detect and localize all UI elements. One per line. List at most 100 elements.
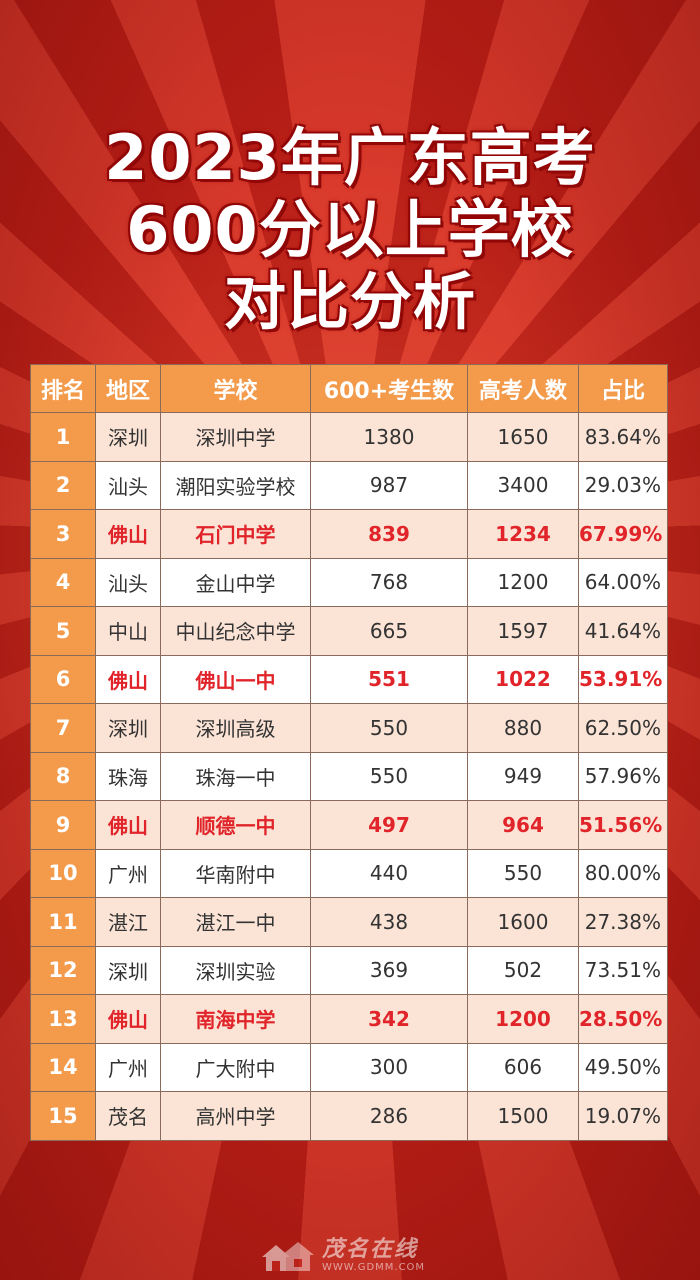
cell-total: 1234 xyxy=(467,509,579,559)
table-row: 14 广州 广大附中 300 606 49.50% xyxy=(30,1042,668,1092)
watermark-url: WWW.GDMM.COM xyxy=(322,1262,426,1273)
cell-region: 汕头 xyxy=(95,557,161,607)
table-body: 1 深圳 深圳中学 1380 1650 83.64% 2 汕头 潮阳实验学校 987 3400 29.… xyxy=(30,412,668,1141)
cell-school: 金山中学 xyxy=(160,557,311,607)
cell-rank: 14 xyxy=(30,1042,96,1092)
cell-ratio: 29.03% xyxy=(578,460,668,510)
cell-total: 1022 xyxy=(467,654,579,704)
table-row: 9 佛山 顺德一中 497 964 51.56% xyxy=(30,800,668,850)
cell-region: 汕头 xyxy=(95,460,161,510)
cell-total: 550 xyxy=(467,848,579,898)
cell-school: 佛山一中 xyxy=(160,654,311,704)
cell-region: 珠海 xyxy=(95,751,161,801)
cell-ratio: 41.64% xyxy=(578,606,668,656)
ranking-table-container: 排名 地区 学校 600+考生数 高考人数 占比 1 深圳 深圳中学 1380 1650… xyxy=(30,364,668,1141)
cell-total: 1650 xyxy=(467,412,579,462)
cell-count600: 839 xyxy=(310,509,468,559)
cell-rank: 2 xyxy=(30,460,96,510)
cell-rank: 9 xyxy=(30,800,96,850)
cell-count600: 369 xyxy=(310,945,468,995)
header-count600: 600+考生数 xyxy=(310,364,468,413)
cell-count600: 342 xyxy=(310,994,468,1044)
header-total: 高考人数 xyxy=(467,364,579,413)
cell-ratio: 51.56% xyxy=(578,800,668,850)
cell-region: 广州 xyxy=(95,1042,161,1092)
page-title: 2023年广东高考 600分以上学校 对比分析 xyxy=(0,122,700,338)
cell-count600: 440 xyxy=(310,848,468,898)
cell-count600: 438 xyxy=(310,897,468,947)
cell-ratio: 83.64% xyxy=(578,412,668,462)
cell-rank: 5 xyxy=(30,606,96,656)
header-school: 学校 xyxy=(160,364,311,413)
cell-ratio: 64.00% xyxy=(578,557,668,607)
cell-count600: 987 xyxy=(310,460,468,510)
cell-school: 中山纪念中学 xyxy=(160,606,311,656)
cell-ratio: 73.51% xyxy=(578,945,668,995)
table-header-row: 排名 地区 学校 600+考生数 高考人数 占比 xyxy=(30,364,668,413)
cell-ratio: 53.91% xyxy=(578,654,668,704)
header-rank: 排名 xyxy=(30,364,96,413)
cell-school: 顺德一中 xyxy=(160,800,311,850)
title-line-1: 2023年广东高考 xyxy=(104,121,596,194)
table-row: 4 汕头 金山中学 768 1200 64.00% xyxy=(30,557,668,607)
table-row: 2 汕头 潮阳实验学校 987 3400 29.03% xyxy=(30,460,668,510)
table-row: 15 茂名 高州中学 286 1500 19.07% xyxy=(30,1091,668,1141)
cell-total: 1600 xyxy=(467,897,579,947)
cell-ratio: 57.96% xyxy=(578,751,668,801)
cell-rank: 13 xyxy=(30,994,96,1044)
cell-total: 1200 xyxy=(467,557,579,607)
cell-region: 佛山 xyxy=(95,509,161,559)
cell-ratio: 62.50% xyxy=(578,703,668,753)
cell-rank: 4 xyxy=(30,557,96,607)
cell-school: 深圳中学 xyxy=(160,412,311,462)
title-line-2: 600分以上学校 xyxy=(126,193,574,266)
cell-ratio: 28.50% xyxy=(578,994,668,1044)
cell-rank: 10 xyxy=(30,848,96,898)
cell-total: 502 xyxy=(467,945,579,995)
cell-total: 606 xyxy=(467,1042,579,1092)
cell-region: 深圳 xyxy=(95,703,161,753)
table-row: 10 广州 华南附中 440 550 80.00% xyxy=(30,848,668,898)
cell-ratio: 80.00% xyxy=(578,848,668,898)
cell-rank: 6 xyxy=(30,654,96,704)
cell-count600: 665 xyxy=(310,606,468,656)
cell-school: 高州中学 xyxy=(160,1091,311,1141)
cell-school: 潮阳实验学校 xyxy=(160,460,311,510)
cell-rank: 7 xyxy=(30,703,96,753)
cell-region: 湛江 xyxy=(95,897,161,947)
cell-total: 964 xyxy=(467,800,579,850)
cell-count600: 497 xyxy=(310,800,468,850)
cell-rank: 12 xyxy=(30,945,96,995)
house-logo-icon xyxy=(262,1242,314,1271)
cell-total: 3400 xyxy=(467,460,579,510)
table-row: 1 深圳 深圳中学 1380 1650 83.64% xyxy=(30,412,668,462)
cell-region: 深圳 xyxy=(95,945,161,995)
cell-school: 珠海一中 xyxy=(160,751,311,801)
cell-region: 广州 xyxy=(95,848,161,898)
table-row: 11 湛江 湛江一中 438 1600 27.38% xyxy=(30,897,668,947)
cell-region: 深圳 xyxy=(95,412,161,462)
cell-region: 中山 xyxy=(95,606,161,656)
cell-count600: 550 xyxy=(310,751,468,801)
cell-count600: 1380 xyxy=(310,412,468,462)
table-row: 12 深圳 深圳实验 369 502 73.51% xyxy=(30,945,668,995)
cell-count600: 768 xyxy=(310,557,468,607)
cell-count600: 300 xyxy=(310,1042,468,1092)
cell-region: 佛山 xyxy=(95,800,161,850)
cell-region: 佛山 xyxy=(95,994,161,1044)
cell-count600: 286 xyxy=(310,1091,468,1141)
table-row: 13 佛山 南海中学 342 1200 28.50% xyxy=(30,994,668,1044)
cell-school: 南海中学 xyxy=(160,994,311,1044)
cell-region: 佛山 xyxy=(95,654,161,704)
table-row: 5 中山 中山纪念中学 665 1597 41.64% xyxy=(30,606,668,656)
watermark-name: 茂名在线 xyxy=(322,1237,419,1262)
cell-school: 湛江一中 xyxy=(160,897,311,947)
cell-school: 石门中学 xyxy=(160,509,311,559)
cell-school: 深圳实验 xyxy=(160,945,311,995)
cell-rank: 15 xyxy=(30,1091,96,1141)
cell-region: 茂名 xyxy=(95,1091,161,1141)
cell-rank: 3 xyxy=(30,509,96,559)
cell-total: 1200 xyxy=(467,994,579,1044)
header-ratio: 占比 xyxy=(578,364,668,413)
cell-school: 深圳高级 xyxy=(160,703,311,753)
